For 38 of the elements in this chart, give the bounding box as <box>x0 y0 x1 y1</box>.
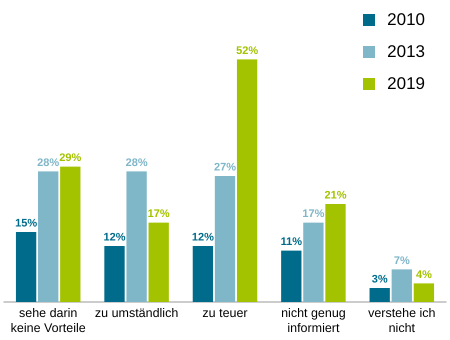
bar <box>38 171 58 302</box>
data-label: 11% <box>280 236 302 248</box>
data-label: 12% <box>192 232 214 244</box>
x-tick-label: zu umständlich <box>94 306 178 320</box>
data-label: 27% <box>214 162 236 174</box>
data-label: 12% <box>103 232 126 244</box>
data-label: 4% <box>416 268 432 281</box>
data-label: 17% <box>148 208 170 220</box>
legend-label: 2019 <box>387 74 425 94</box>
bar <box>60 166 80 302</box>
data-label: 7% <box>394 254 410 267</box>
bar <box>303 222 324 302</box>
x-tick-label: sehe darin keine Vorteile <box>10 306 86 335</box>
bar <box>16 232 36 302</box>
data-label: 28% <box>37 156 60 169</box>
data-label: 28% <box>126 156 148 169</box>
bar <box>236 59 258 302</box>
bar <box>214 176 236 302</box>
legend-label: 2013 <box>387 42 425 62</box>
x-tick-label: verstehe ich nicht <box>368 306 436 335</box>
data-label: 21% <box>324 190 347 202</box>
data-label: 15% <box>15 218 38 230</box>
bar <box>148 222 169 302</box>
x-tick-label: nicht genug informiert <box>281 306 346 335</box>
bar <box>192 246 214 302</box>
x-tick-label: zu teuer <box>202 306 248 320</box>
bar <box>126 171 147 302</box>
bar <box>414 283 434 302</box>
data-label: 17% <box>302 208 325 220</box>
data-label: 3% <box>372 274 388 286</box>
bar <box>281 250 302 302</box>
bar <box>104 246 125 302</box>
data-label: 29% <box>59 152 82 164</box>
bar <box>370 288 390 302</box>
legend-label: 2010 <box>387 10 425 30</box>
bar <box>392 269 412 302</box>
data-label: 52% <box>236 44 258 57</box>
bar <box>325 204 346 302</box>
